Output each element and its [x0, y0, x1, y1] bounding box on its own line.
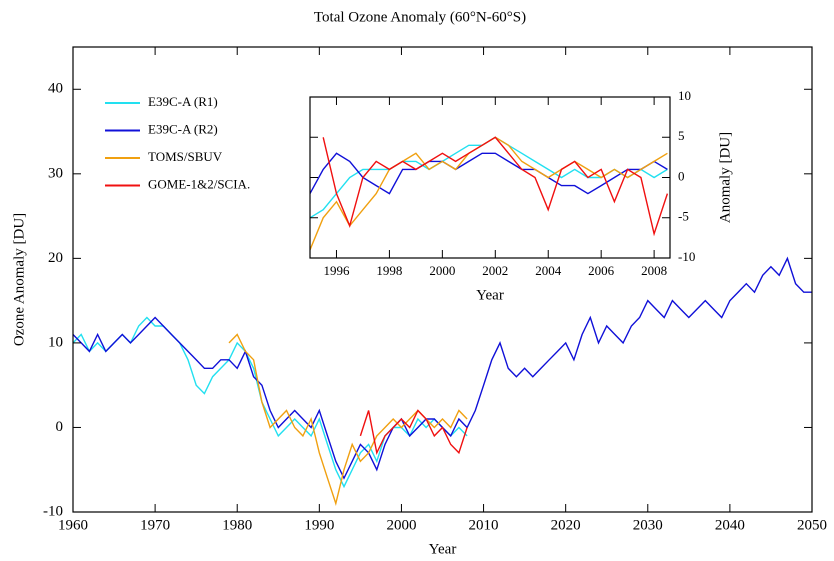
x-tick-label: 2000 [386, 517, 416, 533]
x-tick-label: 1998 [376, 263, 402, 278]
x-axis-label: Year [429, 541, 457, 557]
x-tick-label: 2006 [588, 263, 615, 278]
x-tick-label: 2008 [641, 263, 667, 278]
y-axis-label: Ozone Anomaly [DU] [11, 213, 27, 346]
legend-label: GOME-1&2/SCIA. [148, 176, 250, 191]
x-tick-label: 2030 [633, 517, 663, 533]
x-tick-label: 2010 [469, 517, 499, 533]
y-tick-label: -5 [678, 209, 689, 224]
x-tick-label: 1970 [140, 517, 170, 533]
series-line [359, 409, 468, 455]
plot-area [310, 97, 670, 258]
x-tick-label: 1980 [222, 517, 252, 533]
y-tick-label: 20 [48, 250, 63, 266]
plot-lines [310, 136, 669, 251]
series-line [310, 152, 668, 195]
legend-label: TOMS/SBUV [148, 149, 223, 164]
y-tick-label: 10 [48, 334, 63, 350]
x-tick-label: 2050 [797, 517, 827, 533]
y-tick-label: -10 [43, 503, 63, 519]
y-tick-label: 0 [56, 419, 64, 435]
x-tick-label: 2002 [482, 263, 508, 278]
x-tick-label: 1996 [323, 263, 350, 278]
plot-lines [73, 256, 812, 507]
x-tick-label: 2000 [429, 263, 455, 278]
y-tick-label: 30 [48, 165, 63, 181]
y-tick-label: 40 [48, 81, 63, 97]
x-tick-label: 2020 [551, 517, 581, 533]
y-tick-label: 0 [678, 168, 685, 183]
series-line [322, 136, 669, 237]
y-tick-label: 5 [678, 128, 685, 143]
x-tick-label: 2040 [715, 517, 745, 533]
y-tick-label: 10 [678, 88, 691, 103]
x-tick-label: 1990 [304, 517, 334, 533]
chart-title: Total Ozone Anomaly (60°N-60°S) [314, 9, 526, 25]
x-axis-label: Year [476, 287, 504, 303]
y-axis-label: Anomaly [DU] [717, 132, 733, 223]
x-tick-label: 2004 [535, 263, 562, 278]
legend-label: E39C-A (R1) [148, 94, 218, 109]
y-tick-label: -10 [678, 249, 695, 264]
plot-frame [72, 46, 813, 513]
legend-label: E39C-A (R2) [148, 121, 218, 136]
x-tick-label: 1960 [58, 517, 88, 533]
